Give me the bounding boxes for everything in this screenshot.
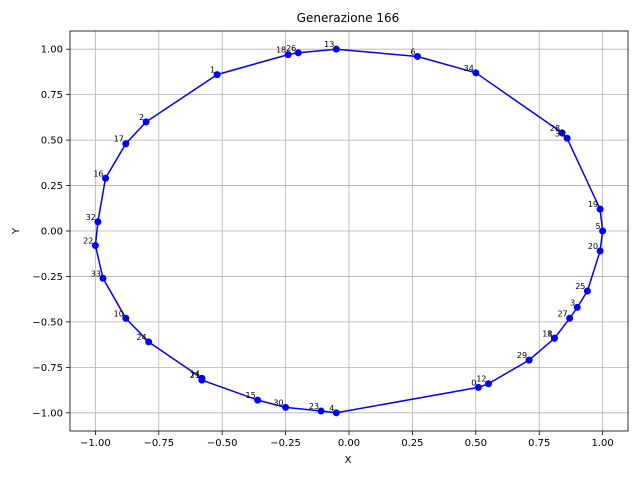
y-tick-label: −0.75 [32,363,63,374]
x-tick-label: 0.75 [528,438,550,449]
city-label: 1 [210,66,215,75]
city-point [474,383,482,391]
city-point [596,247,604,255]
y-tick-label: 0.00 [41,227,63,238]
city-point [413,52,421,60]
y-tick-label: 1.00 [41,45,63,56]
city-label: 21 [190,371,200,380]
point-labels: 0 122911827325205193128346132618121716322… [83,40,600,413]
city-label: 26 [286,44,296,53]
y-axis-label: Y [11,227,22,235]
city-point [282,403,290,411]
city-label: 17 [114,135,124,144]
x-axis-label: X [345,455,352,466]
city-label: 13 [324,40,334,49]
city-point [332,45,340,53]
city-label: 22 [83,237,93,246]
x-tick-label: 1.00 [592,438,614,449]
city-point [566,314,574,322]
city-point [99,274,107,282]
chart-title: Generazione 166 [297,11,400,25]
city-point [254,396,262,404]
city-point [525,356,533,364]
y-tick-label: 0.75 [41,90,63,101]
city-point [145,338,153,346]
axis-ticks: −1.00 −0.75 −0.50 −0.25 0.00 0.25 0.50 0.75 1.00… [32,45,613,449]
city-label: 18 [276,46,286,55]
grid-lines [70,31,628,431]
city-point [472,69,480,77]
city-point [596,205,604,213]
city-point [122,140,130,148]
city-point [94,218,102,226]
city-label: 25 [575,282,585,291]
y-tick-label: −0.25 [32,272,63,283]
city-label: 34 [464,64,474,73]
city-point [91,242,99,250]
x-tick-label: −0.25 [270,438,301,449]
city-point [294,49,302,57]
city-label: 11 [542,329,552,338]
city-point [102,174,110,182]
city-label: 10 [114,309,124,318]
city-label: 6 [410,47,415,56]
x-tick-label: 0.25 [401,438,423,449]
y-tick-label: −1.00 [32,408,63,419]
city-label: 30 [273,398,283,407]
city-point [550,334,558,342]
x-tick-label: 0.50 [465,438,487,449]
city-point [558,129,566,137]
city-label: 5 [596,222,601,231]
city-label: 2 [139,113,144,122]
city-label: 24 [136,333,146,342]
city-point [198,376,206,384]
y-tick-label: −0.50 [32,317,63,328]
city-label: 28 [550,124,560,133]
y-tick-label: 0.50 [41,136,63,147]
x-tick-label: −0.50 [207,438,238,449]
city-label: 3 [570,298,575,307]
x-tick-label: −1.00 [80,438,111,449]
city-label: 32 [86,213,96,222]
city-point [332,409,340,417]
city-point [142,118,150,126]
city-point [599,227,607,235]
plot-frame [69,30,629,432]
city-label: 12 [476,375,486,384]
city-label: 0 [471,378,476,387]
city-label: 16 [93,169,103,178]
city-point [122,314,130,322]
city-label: 14 [190,369,200,378]
city-point [485,380,492,388]
city-label: 29 [517,351,527,360]
x-tick-label: −0.75 [143,438,174,449]
tour-series [91,45,607,417]
city-point [284,51,292,59]
city-point [583,287,591,295]
city-point [213,71,221,79]
city-label: 15 [246,391,256,400]
city-label: 33 [91,269,101,278]
city-point [317,407,325,415]
city-point [563,134,571,142]
y-tick-label: 0.25 [41,181,63,192]
city-label: 23 [309,402,319,411]
city-label: 31 [555,129,565,138]
city-label: 27 [557,309,567,318]
x-tick-label: 0.00 [338,438,360,449]
city-label: 4 [329,404,334,413]
city-label: 19 [588,200,598,209]
city-point [573,303,581,311]
city-label: 8 [547,329,552,338]
city-label: 20 [588,242,598,251]
